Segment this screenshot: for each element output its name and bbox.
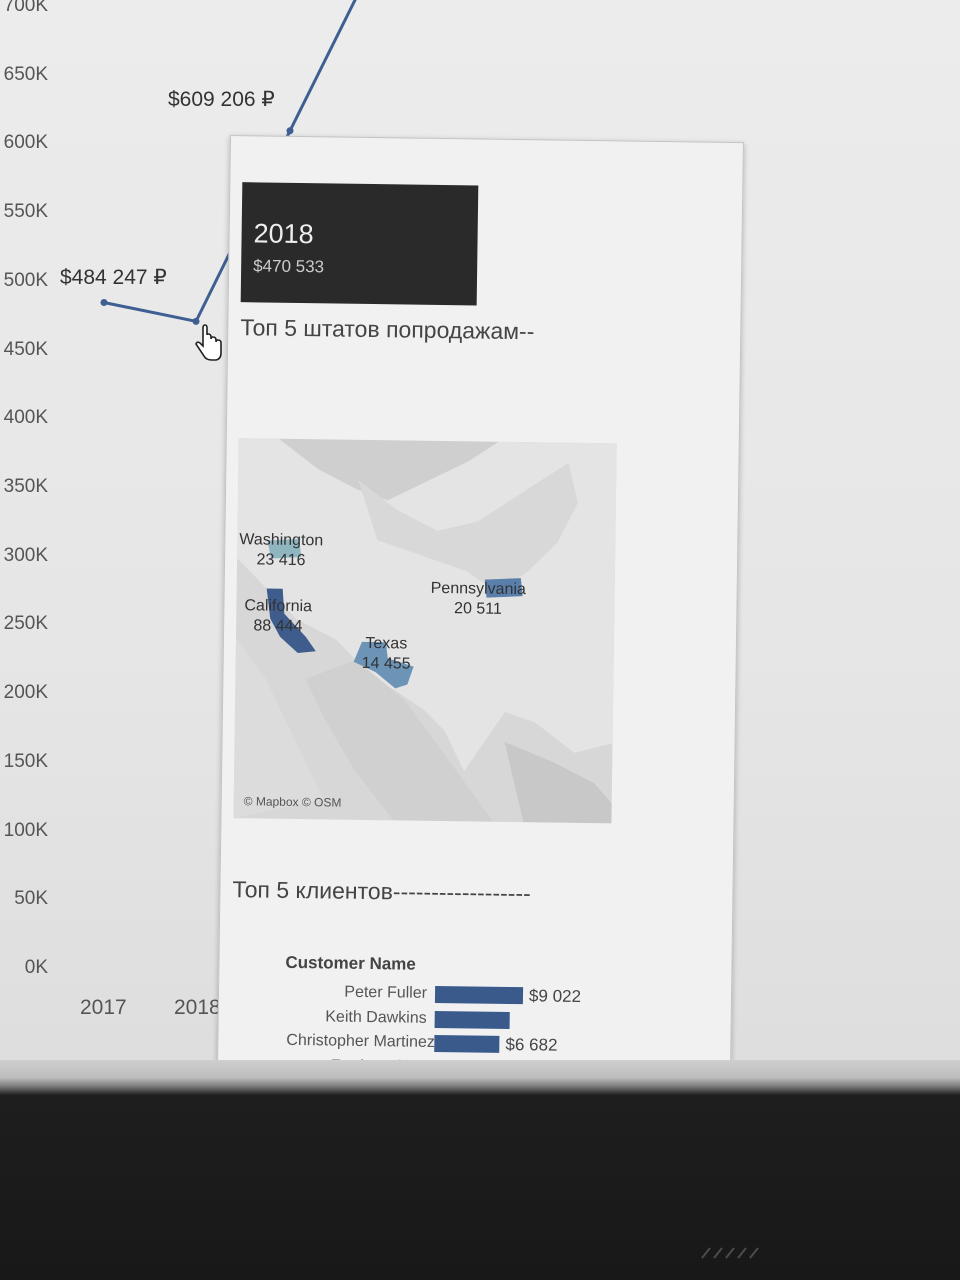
y-tick-label: 0K [24, 957, 48, 978]
state-label-texas: Texas 14 455 [361, 634, 411, 673]
screen: 700K 650K 600K 550K 500K 450K 400K 350K 300K 250K… [0, 0, 960, 1155]
customer-value-label: $6 682 [505, 1034, 558, 1055]
tooltip-card: 2018 $470 533 Топ 5 штатов попродажам-- … [215, 135, 744, 1155]
customers-section-title: Топ 5 клиентов------------------ [232, 876, 531, 907]
tooltip-year-value: $470 533 [253, 256, 325, 277]
states-map: Washington 23 416 California 88 444 Texas 1… [233, 438, 617, 824]
y-tick-label: 450K [3, 338, 48, 360]
customer-bar [434, 1034, 500, 1053]
y-tick-label: 550K [3, 201, 48, 223]
y-tick-label: 600K [3, 132, 48, 154]
y-tick-label: 300K [3, 544, 48, 566]
y-tick-label: 650K [3, 63, 48, 85]
y-tick-label: 250K [3, 613, 48, 635]
year-header-box: 2018 $470 533 [240, 182, 479, 306]
state-california [266, 588, 316, 653]
tooltip-year: 2018 [253, 218, 314, 250]
customer-bar [434, 985, 524, 1005]
state-washington [267, 539, 302, 559]
y-tick-label: 500K [3, 269, 48, 291]
state-pennsylvania [484, 578, 523, 598]
line-point-label: $609 206 ₽ [168, 87, 275, 111]
state-label-washington: Washington 23 416 [239, 531, 324, 570]
states-section-title: Топ 5 штатов попродажам-- [240, 314, 535, 345]
state-label-california: California 88 444 [244, 597, 313, 636]
monitor-bezel [0, 1060, 960, 1280]
x-tick-label: 2018 [174, 996, 221, 1019]
line-point-label: $484 247 ₽ [60, 265, 167, 289]
customer-name-header: Customer Name [285, 952, 416, 974]
monitor-logo-icon [701, 1247, 759, 1259]
y-tick-label: 150K [3, 750, 48, 772]
state-label-pennsylvania: Pennsylvania 20 511 [430, 579, 526, 618]
customer-bar [434, 1010, 510, 1029]
hand-cursor-icon [195, 324, 222, 361]
line-point [100, 299, 108, 307]
map-credit: © Mapbox © OSM [243, 794, 342, 810]
y-tick-label: 400K [3, 407, 48, 429]
y-tick-label: 200K [3, 682, 48, 704]
y-tick-label: 350K [3, 476, 48, 497]
x-tick-label: 2017 [80, 996, 127, 1019]
state-texas [353, 641, 414, 689]
customer-name: Keith Dawkins [325, 1007, 427, 1027]
y-tick-label: 100K [3, 819, 48, 841]
customer-value-label: $9 022 [528, 986, 582, 1006]
customer-name: Peter Fuller [344, 983, 428, 1002]
y-tick-label: 700K [3, 0, 48, 16]
map-background [233, 438, 617, 824]
line-point [192, 317, 200, 325]
line-point [286, 127, 294, 135]
y-tick-label: 50K [14, 888, 48, 910]
customer-name: Christopher Martinez [286, 1031, 435, 1051]
